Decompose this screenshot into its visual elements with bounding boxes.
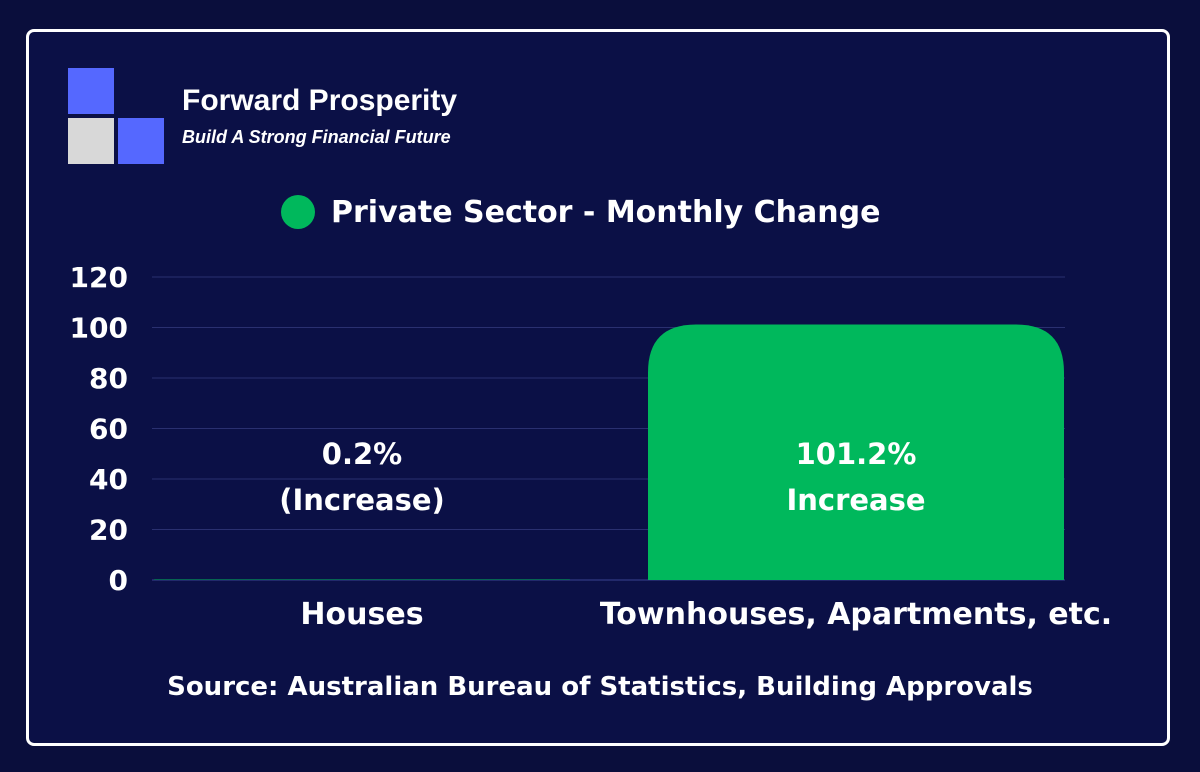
brand-logo (68, 68, 168, 168)
bar (154, 579, 570, 580)
y-tick-label: 60 (89, 413, 128, 446)
data-label: (Increase) (279, 483, 445, 517)
y-tick-label: 80 (89, 362, 128, 395)
logo-square-top (68, 68, 114, 114)
brand-name: Forward Prosperity (182, 84, 458, 117)
legend-marker (281, 195, 315, 229)
logo-square-bottom-left (68, 118, 114, 164)
data-label: Increase (786, 483, 925, 517)
y-tick-label: 40 (89, 463, 128, 496)
x-tick-label: Townhouses, Apartments, etc. (600, 597, 1112, 632)
y-tick-label: 100 (70, 312, 128, 345)
y-tick-label: 20 (89, 514, 128, 547)
y-tick-label: 0 (109, 564, 128, 597)
logo-square-bottom-right (118, 118, 164, 164)
legend-label: Private Sector - Monthly Change (331, 194, 881, 230)
chart-legend: Private Sector - Monthly Change (281, 192, 880, 232)
data-label: 101.2% (796, 437, 917, 471)
source-note: Source: Australian Bureau of Statistics,… (167, 672, 1033, 702)
y-tick-label: 120 (70, 261, 128, 294)
bar (648, 324, 1064, 580)
data-label: 0.2% (322, 437, 402, 471)
brand-tagline: Build A Strong Financial Future (182, 127, 451, 147)
x-tick-label: Houses (300, 597, 423, 632)
